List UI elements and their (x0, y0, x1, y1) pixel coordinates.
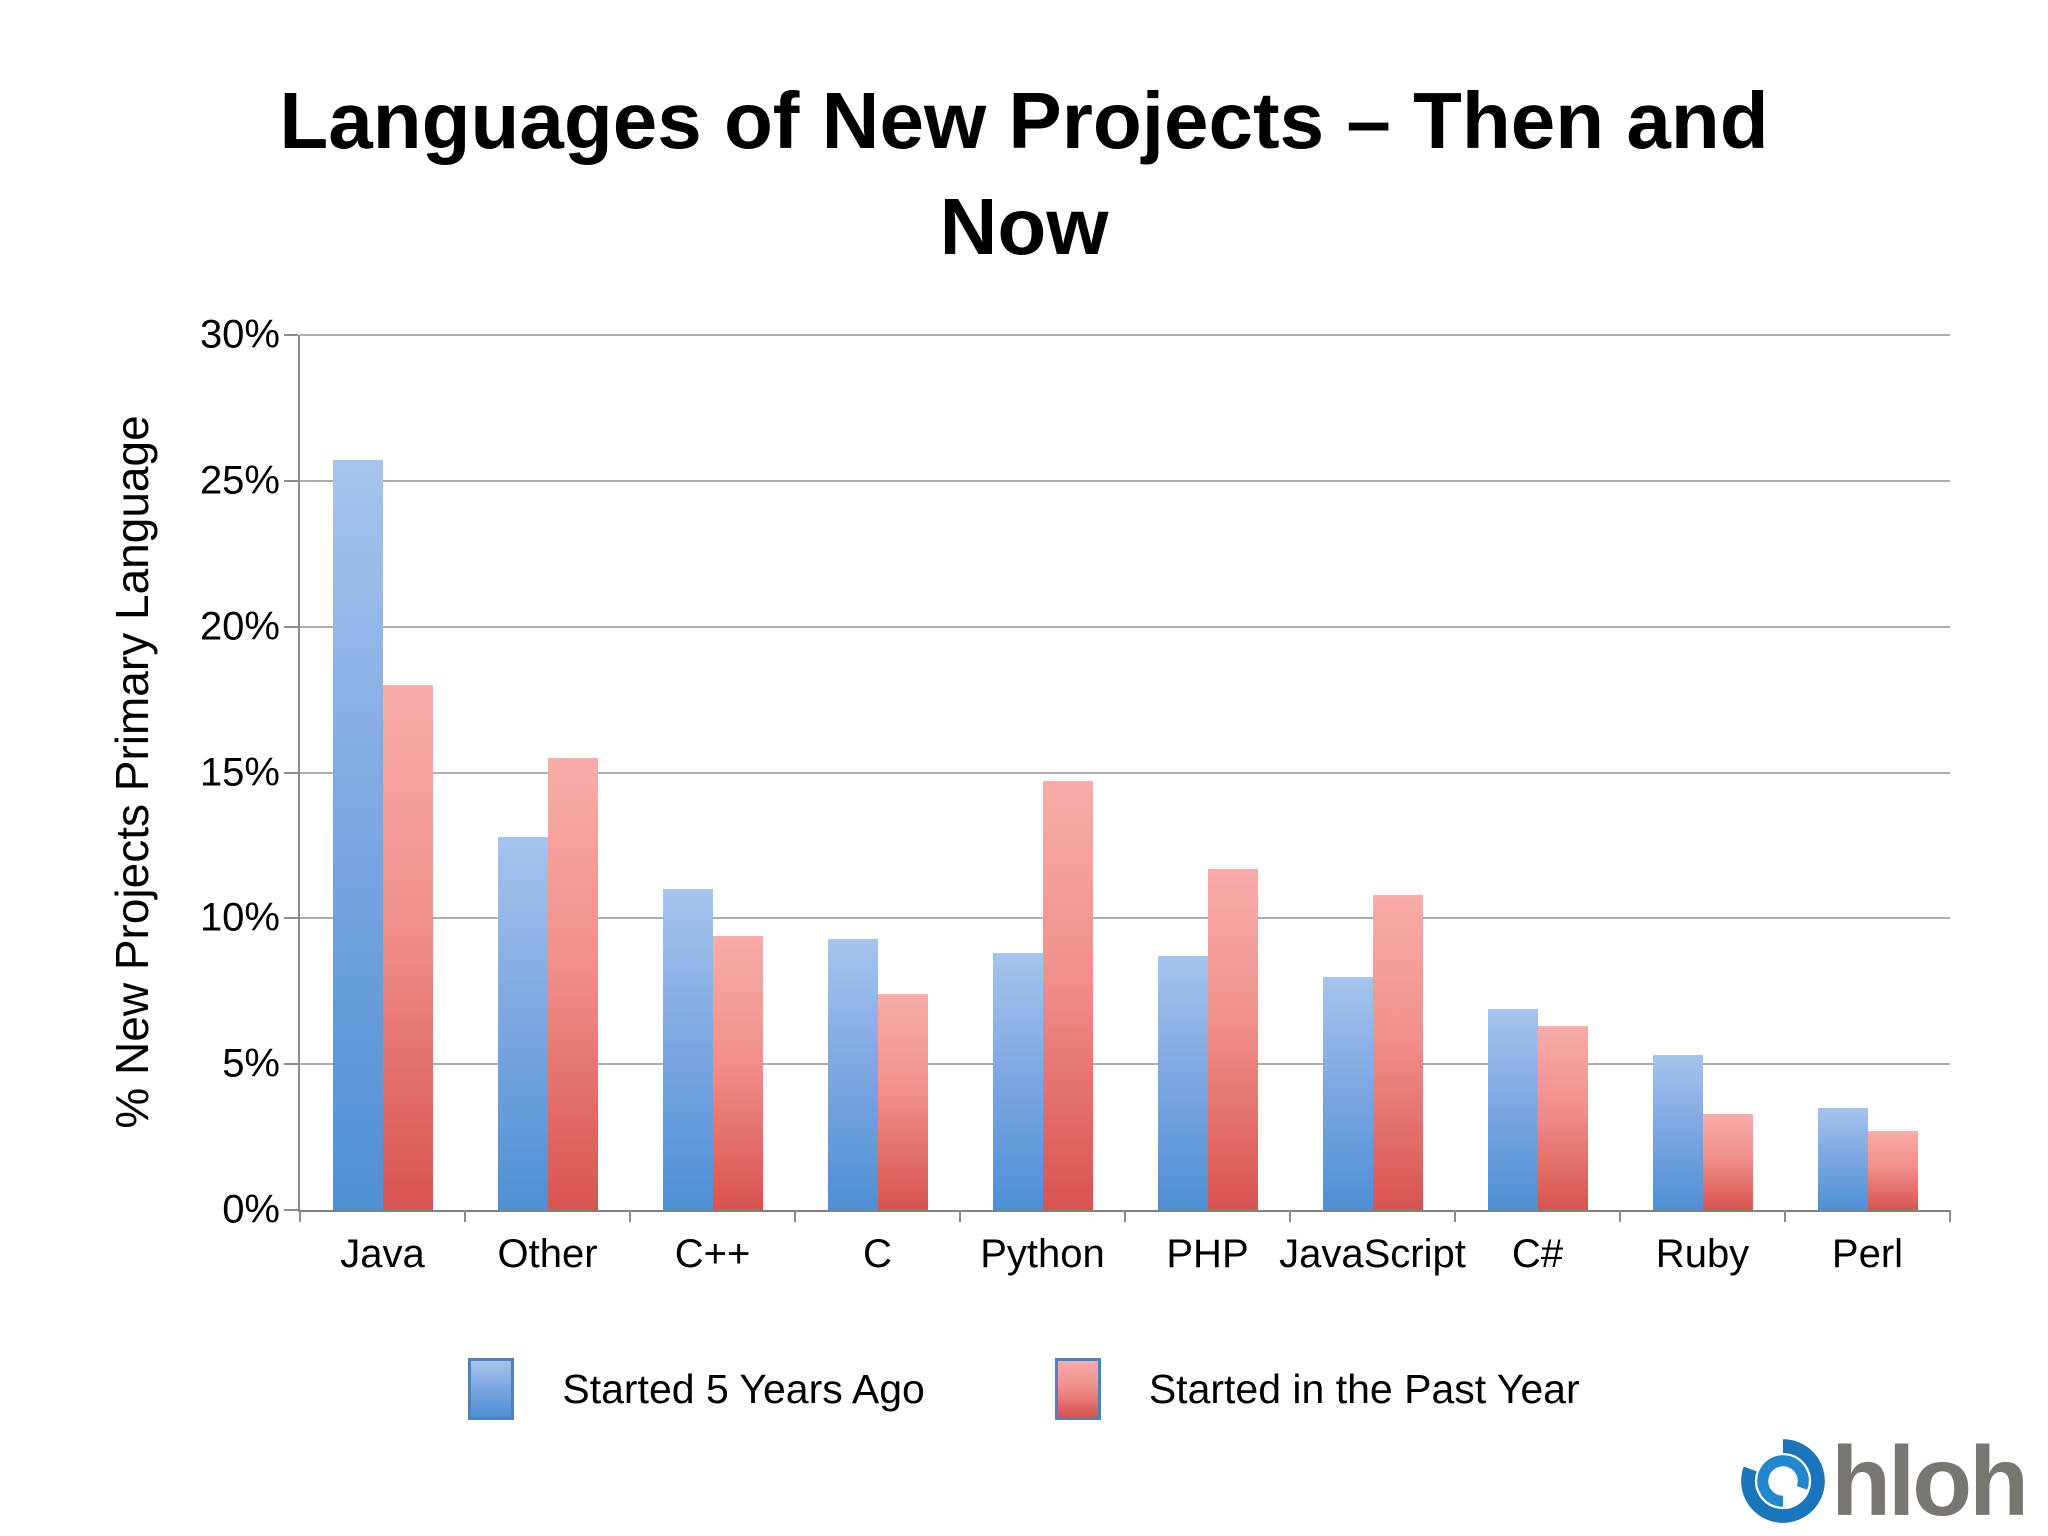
bar-ruby-started-5-years-ago (1652, 1055, 1703, 1210)
gridline-25 (300, 479, 1950, 482)
bar-java-started-in-the-past-year (382, 685, 433, 1210)
bar-c-started-5-years-ago (1487, 1008, 1538, 1210)
y-tick-mark-10 (284, 917, 298, 920)
x-tick-label-perl: Perl (1831, 1232, 1904, 1276)
y-axis-title: % New Projects Primary Language (106, 415, 158, 1129)
x-tick-label-c: C# (1511, 1232, 1564, 1276)
legend-swatch-red (1054, 1358, 1101, 1420)
x-tick-mark-4 (959, 1210, 961, 1222)
y-tick-mark-0 (284, 1209, 298, 1211)
x-tick-mark-1 (464, 1210, 466, 1222)
legend-label-started-5-years-ago: Started 5 Years Ago (562, 1365, 925, 1412)
bar-c-started-in-the-past-year (712, 935, 763, 1210)
y-tick-label-5: 5% (222, 1041, 280, 1086)
x-tick-label-python: Python (980, 1232, 1105, 1276)
gridline-30 (300, 334, 1950, 336)
x-tick-mark-9 (1784, 1210, 1786, 1222)
chart-title-line-2: Now (939, 181, 1109, 271)
x-tick-mark-5 (1124, 1210, 1126, 1222)
y-tick-label-25: 25% (199, 458, 280, 503)
y-tick-label-0: 0% (222, 1187, 280, 1232)
y-tick-mark-30 (284, 334, 298, 336)
y-tick-mark-15 (284, 771, 298, 774)
y-tick-label-10: 10% (199, 895, 280, 940)
y-tick-label-15: 15% (199, 750, 280, 794)
logo-text: hloh (1831, 1426, 2029, 1536)
x-tick-label-php: PHP (1166, 1232, 1249, 1276)
y-tick-label-30: 30% (199, 312, 280, 357)
bar-php-started-5-years-ago (1157, 956, 1208, 1210)
y-tick-label-20: 20% (199, 604, 280, 649)
bar-python-started-5-years-ago (992, 953, 1043, 1210)
bar-perl-started-in-the-past-year (1867, 1131, 1918, 1210)
bar-ruby-started-in-the-past-year (1702, 1113, 1753, 1210)
legend-item-started-5-years-ago: Started 5 Years Ago (468, 1358, 925, 1420)
x-tick-label-c: C (863, 1232, 892, 1276)
bar-c-started-5-years-ago (827, 938, 878, 1210)
x-tick-mark-2 (629, 1210, 631, 1222)
gridline-5 (300, 1063, 1950, 1066)
x-tick-label-java: Java (340, 1232, 425, 1276)
legend-item-started-in-the-past-year: Started in the Past Year (1054, 1358, 1580, 1420)
plot-area (298, 334, 1950, 1212)
x-tick-mark-3 (794, 1210, 796, 1222)
ohloh-logo: hloh (1737, 1426, 2029, 1536)
y-tick-mark-5 (284, 1063, 298, 1066)
bar-c-started-in-the-past-year (877, 994, 928, 1210)
x-tick-label-javascript: JavaScript (1279, 1232, 1466, 1276)
bar-c-started-5-years-ago (662, 889, 713, 1210)
bar-other-started-5-years-ago (497, 836, 548, 1210)
gridline-15 (300, 771, 1950, 774)
x-tick-mark-0 (299, 1210, 301, 1222)
chart-title-line-1: Languages of New Projects – Then and (279, 76, 1769, 165)
bar-javascript-started-5-years-ago (1322, 976, 1373, 1210)
x-tick-mark-7 (1454, 1210, 1456, 1222)
y-tick-mark-25 (284, 479, 298, 482)
x-tick-label-other: Other (497, 1232, 598, 1276)
bar-javascript-started-in-the-past-year (1372, 895, 1423, 1210)
x-tick-mark-8 (1619, 1210, 1621, 1222)
x-tick-mark-6 (1289, 1210, 1291, 1222)
x-tick-mark-10 (1949, 1210, 1951, 1222)
x-tick-label-c: C++ (674, 1232, 751, 1276)
legend-swatch-blue (468, 1358, 515, 1420)
x-tick-label-ruby: Ruby (1655, 1232, 1750, 1276)
legend-label-started-in-the-past-year: Started in the Past Year (1148, 1365, 1580, 1412)
y-axis-line (298, 335, 300, 1210)
ohloh-swirl-icon (1741, 1439, 1826, 1523)
bar-c-started-in-the-past-year (1537, 1026, 1588, 1210)
gridline-10 (300, 917, 1950, 920)
bar-python-started-in-the-past-year (1042, 781, 1093, 1210)
gridline-20 (300, 625, 1950, 628)
bar-php-started-in-the-past-year (1207, 868, 1258, 1210)
bar-other-started-in-the-past-year (547, 757, 598, 1210)
y-tick-mark-20 (284, 625, 298, 628)
chart-title: Languages of New Projects – Then and Now (0, 68, 2048, 279)
legend: Started 5 Years Ago Started in the Past … (0, 1358, 2048, 1420)
bar-java-started-5-years-ago (332, 460, 383, 1210)
bar-perl-started-5-years-ago (1817, 1107, 1868, 1210)
